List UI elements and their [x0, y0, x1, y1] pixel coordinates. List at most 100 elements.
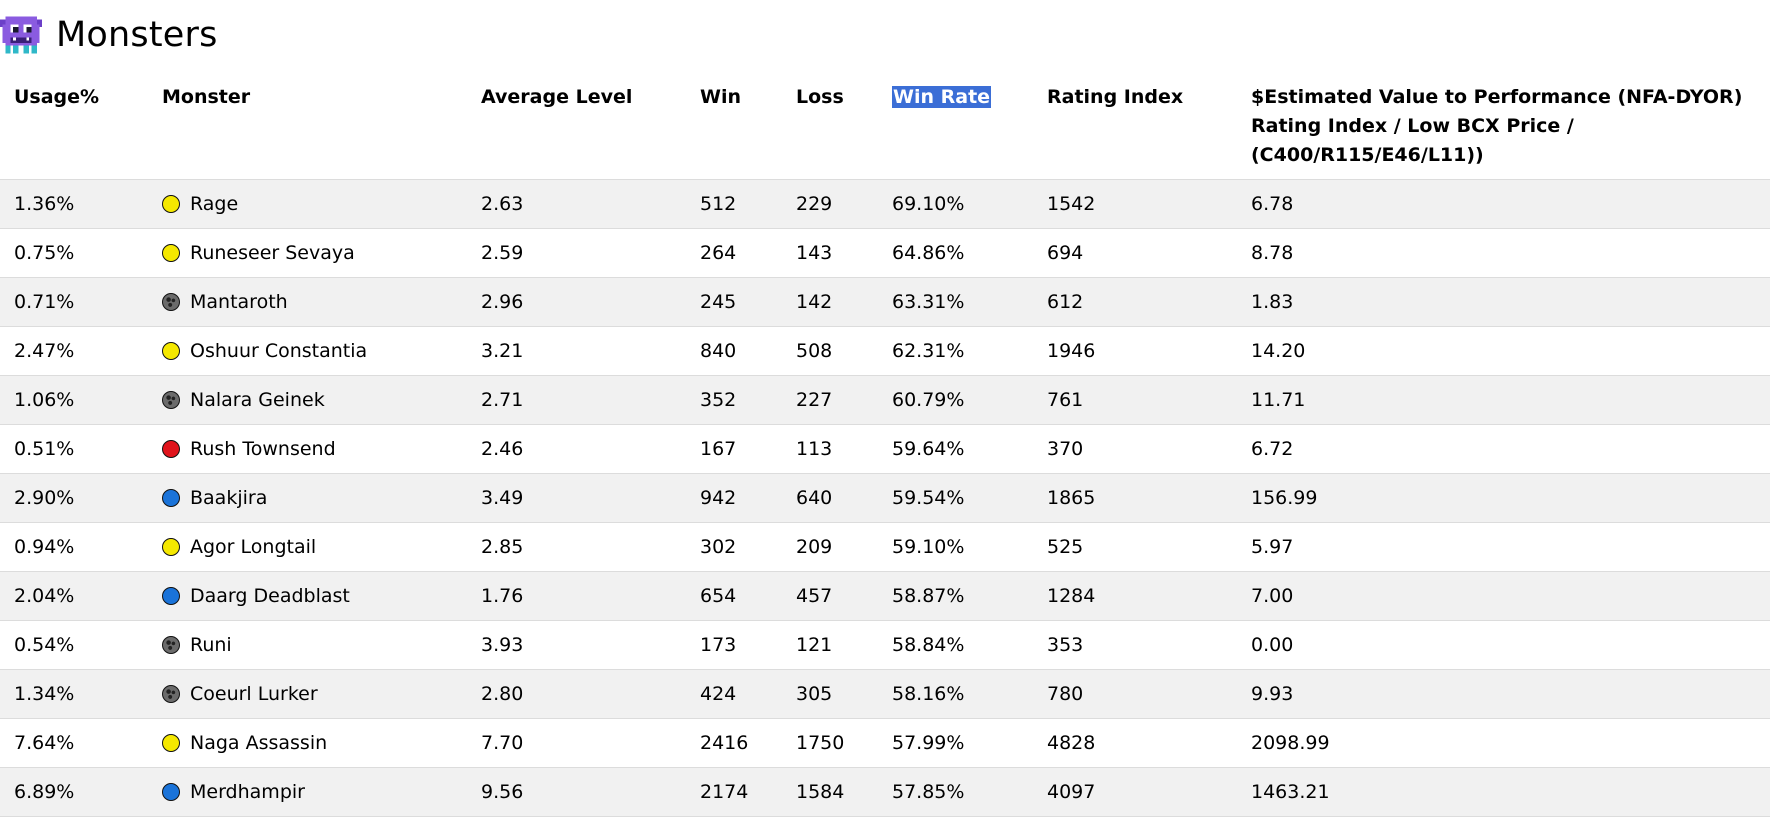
- win-rate-cell: 58.87%: [878, 571, 1033, 621]
- header-average-level[interactable]: Average Level: [467, 77, 686, 180]
- table-row[interactable]: 0.54% Runi 3.93 173 121 58.84% 353 0.00: [0, 620, 1770, 670]
- win-cell: 5154: [686, 816, 782, 831]
- estimated-value-cell: 0.00: [1237, 620, 1770, 670]
- red-element-icon: [162, 440, 180, 458]
- monster-name[interactable]: Baakjira: [190, 487, 268, 509]
- rating-index-cell: 1865: [1033, 473, 1237, 523]
- page-title: Monsters: [56, 15, 218, 55]
- header-win[interactable]: Win: [686, 77, 782, 180]
- loss-cell: 3773: [782, 816, 878, 831]
- monster-cell: Coeurl Lurker: [148, 669, 467, 719]
- average-level-cell: 2.96: [467, 277, 686, 327]
- monster-name[interactable]: Coeurl Lurker: [190, 683, 318, 705]
- rating-index-cell: 612: [1033, 277, 1237, 327]
- monster-name[interactable]: Mantaroth: [190, 291, 288, 313]
- estimated-value-cell: 2098.99: [1237, 718, 1770, 768]
- table-row[interactable]: 0.71% Mantaroth 2.96 245 142 63.31% 612 1.83: [0, 277, 1770, 327]
- monster-name[interactable]: Naga Assassin: [190, 732, 328, 754]
- monster-cell: Oshuur Constantia: [148, 326, 467, 376]
- table-row[interactable]: 16.38%Doctor Blight3.295154377357.73%100…: [0, 816, 1770, 831]
- monster-name[interactable]: Nalara Geinek: [190, 389, 325, 411]
- monster-name[interactable]: Agor Longtail: [190, 536, 317, 558]
- win-rate-cell: 59.54%: [878, 473, 1033, 523]
- loss-cell: 121: [782, 620, 878, 670]
- monster-name[interactable]: Runi: [190, 634, 232, 656]
- win-cell: 942: [686, 473, 782, 523]
- win-cell: 2174: [686, 767, 782, 817]
- gray-element-icon: [162, 685, 180, 703]
- rating-index-cell: 1542: [1033, 179, 1237, 229]
- usage-cell: 1.36%: [0, 179, 148, 229]
- table-row[interactable]: 0.94% Agor Longtail 2.85 302 209 59.10% 525 5.9…: [0, 522, 1770, 572]
- monster-stats-table: Usage% Monster Average Level Win Loss Wi…: [0, 77, 1770, 831]
- monster-cell: Runeseer Sevaya: [148, 228, 467, 278]
- page-heading: Monsters: [0, 10, 218, 60]
- loss-cell: 113: [782, 424, 878, 474]
- loss-cell: 305: [782, 669, 878, 719]
- win-rate-cell: 60.79%: [878, 375, 1033, 425]
- table-row[interactable]: 2.47% Oshuur Constantia 3.21 840 508 62.31% 19…: [0, 326, 1770, 376]
- win-rate-cell: 59.10%: [878, 522, 1033, 572]
- table-row[interactable]: 7.64% Naga Assassin 7.70 2416 1750 57.99% 4828…: [0, 718, 1770, 768]
- header-rating-index[interactable]: Rating Index: [1033, 77, 1237, 180]
- average-level-cell: 2.85: [467, 522, 686, 572]
- rating-index-cell: 353: [1033, 620, 1237, 670]
- monster-cell: Rush Townsend: [148, 424, 467, 474]
- rating-index-cell: 4097: [1033, 767, 1237, 817]
- header-monster[interactable]: Monster: [148, 77, 467, 180]
- header-usage[interactable]: Usage%: [0, 77, 148, 180]
- monster-name[interactable]: Merdhampir: [190, 781, 305, 803]
- loss-cell: 640: [782, 473, 878, 523]
- monster-name[interactable]: Rage: [190, 193, 239, 215]
- table-row[interactable]: 2.04% Daarg Deadblast 1.76 654 457 58.87% 1284…: [0, 571, 1770, 621]
- yellow-element-icon: [162, 195, 180, 213]
- monster-name[interactable]: Oshuur Constantia: [190, 340, 368, 362]
- win-rate-cell: 57.73%: [878, 816, 1033, 831]
- win-cell: 302: [686, 522, 782, 572]
- gray-element-icon: [162, 636, 180, 654]
- win-cell: 167: [686, 424, 782, 474]
- win-rate-cell: 57.99%: [878, 718, 1033, 768]
- rating-index-cell: 10049: [1033, 816, 1237, 831]
- table-row[interactable]: 6.89% Merdhampir 9.56 2174 1584 57.85% 4097 146…: [0, 767, 1770, 817]
- usage-cell: 16.38%: [0, 816, 148, 831]
- blue-element-icon: [162, 783, 180, 801]
- win-rate-cell: 64.86%: [878, 228, 1033, 278]
- win-cell: 654: [686, 571, 782, 621]
- estimated-value-cell: 127.19: [1237, 816, 1770, 831]
- monster-name[interactable]: Rush Townsend: [190, 438, 336, 460]
- average-level-cell: 2.63: [467, 179, 686, 229]
- header-estimated-value-line1: $Estimated Value to Performance (NFA-DYO…: [1251, 86, 1743, 108]
- table-row[interactable]: 0.51% Rush Townsend 2.46 167 113 59.64% 370 6.7…: [0, 424, 1770, 474]
- table-row[interactable]: 1.36% Rage 2.63 512 229 69.10% 1542 6.78: [0, 179, 1770, 229]
- table-row[interactable]: 1.34% Coeurl Lurker 2.80 424 305 58.16% 780 9.9…: [0, 669, 1770, 719]
- header-estimated-value[interactable]: $Estimated Value to Performance (NFA-DYO…: [1237, 77, 1770, 180]
- average-level-cell: 9.56: [467, 767, 686, 817]
- estimated-value-cell: 14.20: [1237, 326, 1770, 376]
- usage-cell: 0.51%: [0, 424, 148, 474]
- table-row[interactable]: 2.90% Baakjira 3.49 942 640 59.54% 1865 156.99: [0, 473, 1770, 523]
- table-row[interactable]: 0.75% Runeseer Sevaya 2.59 264 143 64.86% 694 8…: [0, 228, 1770, 278]
- monster-name[interactable]: Runeseer Sevaya: [190, 242, 355, 264]
- usage-cell: 6.89%: [0, 767, 148, 817]
- loss-cell: 1750: [782, 718, 878, 768]
- win-rate-cell: 62.31%: [878, 326, 1033, 376]
- header-win-rate[interactable]: Win Rate: [878, 77, 1033, 180]
- loss-cell: 227: [782, 375, 878, 425]
- usage-cell: 7.64%: [0, 718, 148, 768]
- rating-index-cell: 780: [1033, 669, 1237, 719]
- monster-cell: Rage: [148, 179, 467, 229]
- blue-element-icon: [162, 489, 180, 507]
- monster-cell: Daarg Deadblast: [148, 571, 467, 621]
- header-loss[interactable]: Loss: [782, 77, 878, 180]
- win-cell: 424: [686, 669, 782, 719]
- usage-cell: 1.34%: [0, 669, 148, 719]
- monster-cell: Nalara Geinek: [148, 375, 467, 425]
- table-body: 1.36% Rage 2.63 512 229 69.10% 1542 6.78 0.75% Ru…: [0, 179, 1770, 831]
- table-row[interactable]: 1.06% Nalara Geinek 2.71 352 227 60.79% 761 11.…: [0, 375, 1770, 425]
- rating-index-cell: 4828: [1033, 718, 1237, 768]
- usage-cell: 0.75%: [0, 228, 148, 278]
- monster-name[interactable]: Daarg Deadblast: [190, 585, 350, 607]
- win-cell: 245: [686, 277, 782, 327]
- average-level-cell: 2.71: [467, 375, 686, 425]
